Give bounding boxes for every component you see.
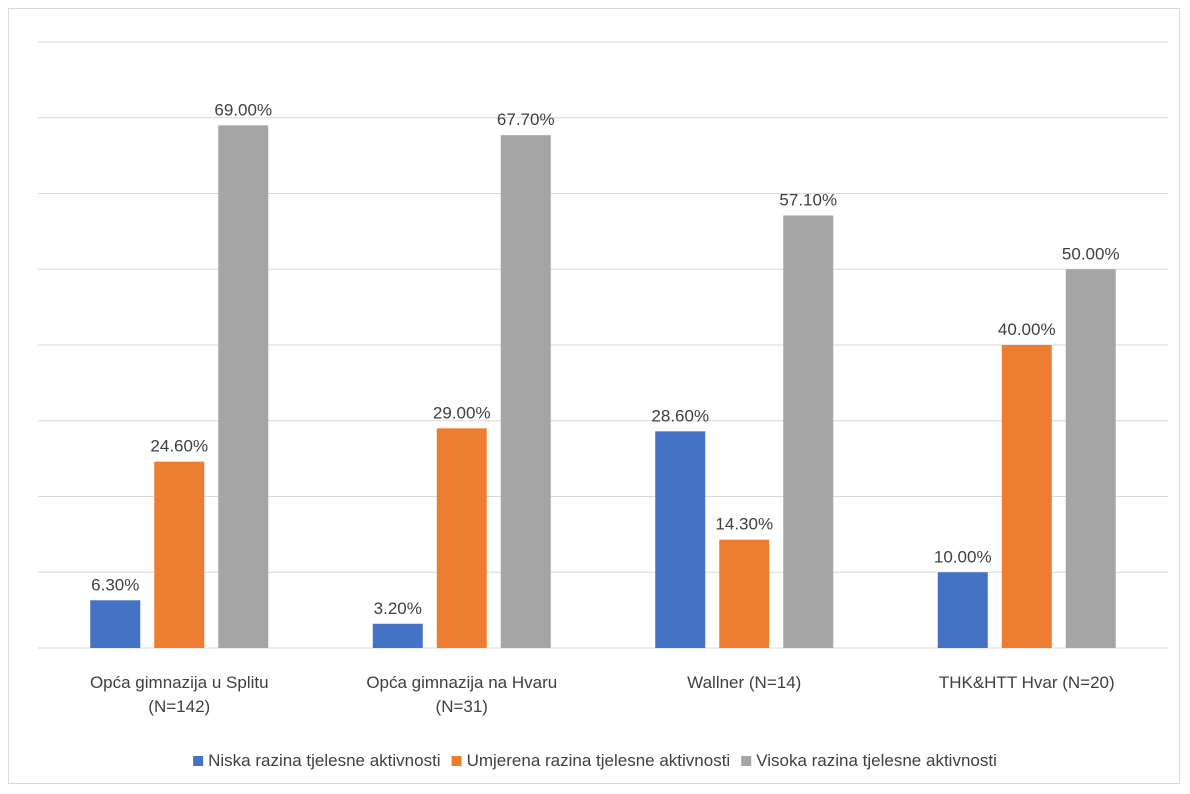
legend-label: Visoka razina tjelesne aktivnosti [756,751,997,770]
data-label: 6.30% [91,575,139,594]
bar [783,215,834,648]
bar [1001,345,1052,648]
data-label: 24.60% [150,437,208,456]
gridlines [38,41,1168,649]
legend-label: Niska razina tjelesne aktivnosti [208,751,440,770]
data-label: 29.00% [433,403,491,422]
legend-swatch [193,756,204,766]
bars [90,125,1116,649]
category-label: Opća gimnazija na Hvaru [366,673,557,692]
bar [655,431,706,648]
bar [372,623,423,648]
legend: Niska razina tjelesne aktivnosti Umjerena… [193,751,997,770]
data-label: 69.00% [214,100,272,119]
bar [218,125,269,648]
data-label: 50.00% [1062,244,1120,263]
data-labels: 6.30% 24.60% 69.00% 3.20% 29.00% 67.70% 28.60%… [91,100,1119,617]
bar [500,135,551,649]
category-label: (N=142) [148,697,210,716]
legend-swatch [741,756,752,766]
category-labels: Opća gimnazija u Splitu (N=142) Opća gimna… [90,673,1115,716]
category-label: Opća gimnazija u Splitu [90,673,269,692]
bar [937,572,988,648]
category-label: Wallner (N=14) [687,673,801,692]
data-label: 57.10% [779,190,837,209]
bar [719,539,770,648]
bar [1065,269,1116,648]
data-label: 3.20% [374,599,422,618]
data-label: 67.70% [497,110,555,129]
legend-label: Umjerena razina tjelesne aktivnosti [467,751,731,770]
bar [90,600,141,648]
data-label: 10.00% [934,547,992,566]
chart-frame [8,8,1180,784]
category-label: THK&HTT Hvar (N=20) [939,673,1115,692]
legend-swatch [451,756,462,766]
data-label: 14.30% [715,515,773,534]
data-label: 40.00% [998,320,1056,339]
category-label: (N=31) [436,697,488,716]
bar [154,461,205,648]
data-label: 28.60% [651,406,709,425]
bar [436,428,487,648]
